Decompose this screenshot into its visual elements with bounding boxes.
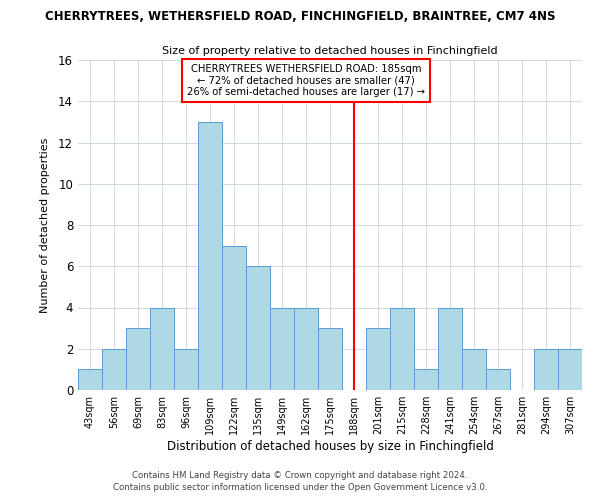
X-axis label: Distribution of detached houses by size in Finchingfield: Distribution of detached houses by size … — [167, 440, 493, 453]
Bar — [486, 370, 510, 390]
Bar — [390, 308, 414, 390]
Bar — [222, 246, 246, 390]
Text: Contains HM Land Registry data © Crown copyright and database right 2024.
Contai: Contains HM Land Registry data © Crown c… — [113, 471, 487, 492]
Bar — [438, 308, 462, 390]
Bar — [78, 370, 102, 390]
Bar — [366, 328, 390, 390]
Bar — [414, 370, 438, 390]
Bar — [558, 349, 582, 390]
Text: CHERRYTREES WETHERSFIELD ROAD: 185sqm
← 72% of detached houses are smaller (47)
: CHERRYTREES WETHERSFIELD ROAD: 185sqm ← … — [187, 64, 425, 97]
Bar — [294, 308, 318, 390]
Bar — [270, 308, 294, 390]
Bar — [462, 349, 486, 390]
Bar — [246, 266, 270, 390]
Bar — [174, 349, 198, 390]
Bar — [198, 122, 222, 390]
Y-axis label: Number of detached properties: Number of detached properties — [40, 138, 50, 312]
Bar — [150, 308, 174, 390]
Bar — [102, 349, 126, 390]
Bar — [534, 349, 558, 390]
Bar — [126, 328, 150, 390]
Bar — [318, 328, 342, 390]
Title: Size of property relative to detached houses in Finchingfield: Size of property relative to detached ho… — [162, 46, 498, 56]
Text: CHERRYTREES, WETHERSFIELD ROAD, FINCHINGFIELD, BRAINTREE, CM7 4NS: CHERRYTREES, WETHERSFIELD ROAD, FINCHING… — [45, 10, 555, 23]
